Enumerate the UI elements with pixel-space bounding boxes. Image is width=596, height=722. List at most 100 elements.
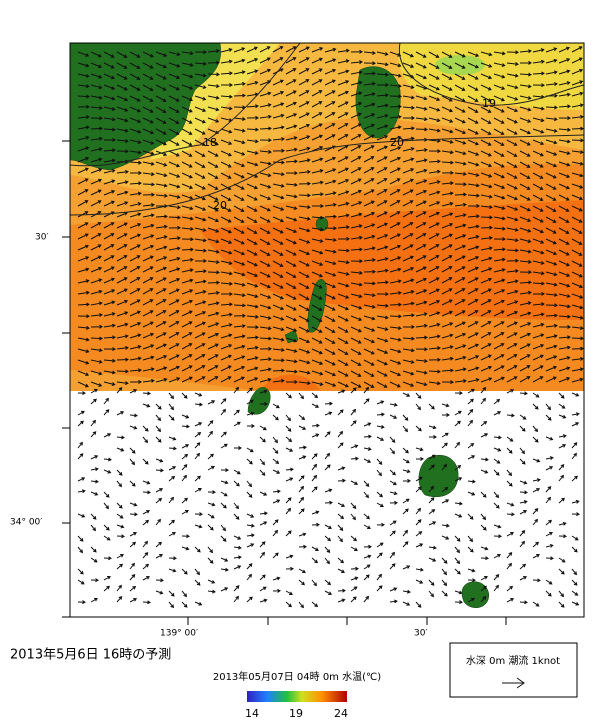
current-arrow bbox=[272, 489, 281, 494]
current-arrow bbox=[571, 68, 584, 75]
current-arrow bbox=[480, 183, 493, 189]
current-arrow bbox=[168, 106, 180, 113]
current-arrow bbox=[428, 521, 437, 526]
current-arrow bbox=[246, 227, 258, 234]
current-arrow bbox=[155, 84, 167, 91]
current-arrow bbox=[506, 95, 519, 101]
current-arrow bbox=[402, 126, 415, 131]
current-arrow bbox=[246, 399, 254, 405]
current-arrow bbox=[389, 222, 401, 229]
current-arrow bbox=[506, 436, 514, 442]
current-arrow bbox=[259, 436, 266, 443]
current-arrow bbox=[454, 379, 467, 383]
current-arrow bbox=[415, 447, 424, 452]
current-arrow bbox=[363, 281, 376, 286]
current-arrow bbox=[493, 194, 506, 200]
current-arrow bbox=[441, 160, 454, 165]
current-arrow bbox=[285, 304, 297, 311]
current-arrow bbox=[441, 322, 454, 328]
current-arrow bbox=[142, 234, 155, 240]
current-arrow bbox=[155, 224, 168, 229]
current-arrow bbox=[376, 337, 389, 343]
current-arrow bbox=[415, 425, 422, 432]
current-arrow bbox=[220, 216, 232, 223]
current-arrow bbox=[519, 391, 528, 396]
current-arrow bbox=[337, 381, 349, 388]
current-arrow bbox=[493, 310, 505, 317]
current-arrow bbox=[441, 106, 453, 113]
current-arrow bbox=[324, 123, 336, 130]
current-arrow bbox=[77, 51, 90, 57]
current-arrow bbox=[181, 51, 194, 56]
current-arrow bbox=[220, 468, 229, 473]
current-arrow bbox=[194, 512, 203, 517]
current-arrow bbox=[454, 410, 462, 416]
current-arrow bbox=[545, 496, 551, 504]
current-arrow bbox=[259, 315, 272, 320]
current-arrow bbox=[285, 227, 298, 234]
current-arrow bbox=[194, 106, 207, 113]
current-arrow bbox=[90, 168, 103, 174]
current-arrow bbox=[350, 145, 362, 152]
current-arrow bbox=[181, 444, 190, 449]
current-arrow bbox=[558, 377, 571, 383]
current-arrow bbox=[363, 315, 376, 321]
current-arrow bbox=[389, 302, 402, 307]
current-arrow bbox=[389, 211, 401, 218]
current-arrow bbox=[376, 257, 389, 262]
current-arrow bbox=[402, 359, 415, 364]
current-arrow bbox=[454, 202, 467, 207]
current-arrow bbox=[350, 576, 359, 581]
current-arrow bbox=[259, 227, 271, 234]
current-arrow bbox=[454, 277, 466, 284]
current-arrow bbox=[545, 293, 558, 297]
current-arrow bbox=[376, 573, 382, 581]
current-arrow bbox=[337, 359, 349, 366]
current-arrow bbox=[519, 510, 528, 515]
current-arrow bbox=[155, 321, 167, 328]
current-arrow bbox=[558, 172, 571, 178]
current-arrow bbox=[441, 368, 454, 373]
current-arrow bbox=[142, 576, 151, 581]
lon-label: 139° 00′ bbox=[160, 629, 198, 639]
current-arrow bbox=[155, 95, 167, 102]
current-arrow bbox=[220, 344, 233, 350]
current-arrow bbox=[77, 381, 89, 388]
current-arrow bbox=[480, 469, 489, 474]
current-arrow bbox=[467, 366, 480, 372]
current-arrow bbox=[168, 556, 177, 561]
current-arrow bbox=[77, 156, 90, 163]
current-arrow bbox=[558, 324, 571, 329]
current-arrow bbox=[90, 73, 103, 79]
current-arrow bbox=[220, 227, 232, 234]
current-arrow bbox=[571, 80, 584, 86]
current-arrow bbox=[207, 301, 220, 306]
current-arrow bbox=[337, 409, 344, 416]
current-arrow bbox=[90, 370, 103, 376]
current-arrow bbox=[77, 453, 84, 460]
current-arrow bbox=[441, 288, 453, 295]
current-arrow bbox=[285, 359, 298, 364]
current-arrow bbox=[220, 323, 233, 328]
current-arrow bbox=[428, 277, 440, 284]
current-arrow bbox=[376, 469, 382, 477]
current-arrow bbox=[207, 322, 220, 328]
current-arrow bbox=[194, 422, 203, 427]
current-arrow bbox=[545, 128, 558, 133]
colorbar-caption: 2013年05月07日 04時 0m 水温(℃) bbox=[213, 670, 381, 683]
current-arrow bbox=[480, 256, 493, 262]
colorbar-tick: 19 bbox=[289, 707, 303, 720]
current-arrow bbox=[90, 578, 99, 583]
current-arrow bbox=[311, 203, 324, 208]
current-arrow bbox=[506, 194, 519, 201]
current-arrow bbox=[480, 513, 487, 521]
current-arrow bbox=[168, 365, 180, 372]
current-arrow bbox=[428, 497, 435, 504]
current-arrow bbox=[415, 189, 428, 196]
current-arrow bbox=[428, 222, 440, 229]
current-arrow bbox=[519, 84, 532, 89]
current-arrow bbox=[246, 161, 259, 167]
current-arrow bbox=[168, 246, 181, 251]
current-arrow bbox=[259, 260, 271, 267]
